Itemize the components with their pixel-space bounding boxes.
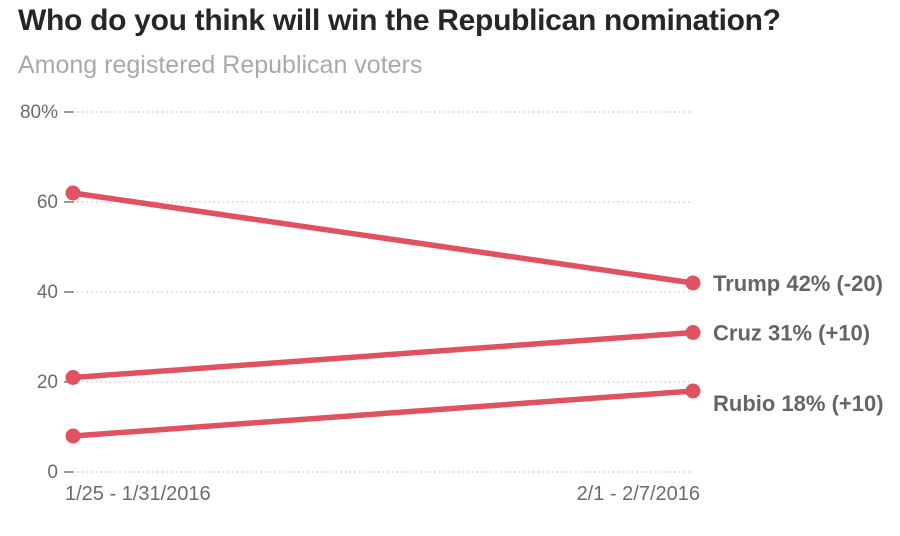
chart-subtitle: Among registered Republican voters [18,51,423,79]
data-point-rubio-start [65,428,81,444]
series-end-label-trump: Trump 42% (-20) [713,271,883,296]
y-tick-label: 20 [37,372,58,393]
data-point-trump-end [685,275,701,291]
series-line-trump [70,190,696,286]
x-axis-label: 1/25 - 1/31/2016 [65,483,211,505]
y-tick-label: 60 [37,192,58,213]
series-line-cruz [70,329,696,381]
data-point-cruz-start [65,370,81,385]
data-point-cruz-end [685,325,701,340]
series-end-label-rubio: Rubio 18% (+10) [713,391,884,416]
y-tick-label: 80% [20,102,58,123]
y-tick-label: 0 [47,462,58,483]
chart-title: Who do you think will win the Republican… [18,4,781,37]
series-end-label-cruz: Cruz 31% (+10) [713,321,870,346]
x-axis-label: 2/1 - 2/7/2016 [577,483,700,505]
data-point-trump-start [65,185,81,201]
data-point-rubio-end [685,383,701,399]
y-tick-label: 40 [37,282,58,303]
series-line-rubio [70,388,696,439]
